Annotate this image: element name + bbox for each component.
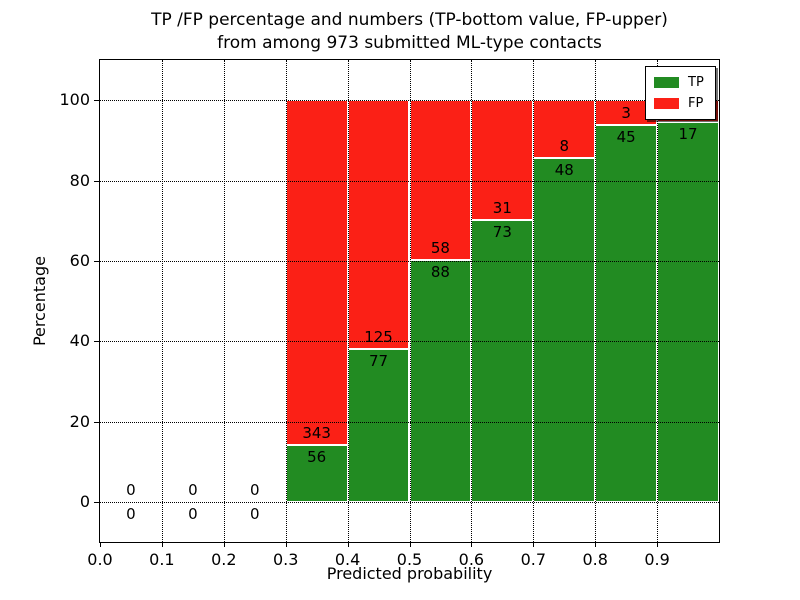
chart-title-line2: from among 973 submitted ML-type contact… <box>217 33 602 54</box>
y-tick-label: 60 <box>69 250 90 270</box>
fp-count-label: 343 <box>302 424 331 443</box>
x-tick-mark <box>100 542 101 547</box>
y-tick-label: 0 <box>79 491 90 511</box>
x-gridline <box>657 60 659 542</box>
y-tick-mark <box>94 501 99 503</box>
fp-color-swatch <box>654 98 679 109</box>
x-tick-mark <box>657 542 659 547</box>
x-tick-label: 0.0 <box>87 550 113 569</box>
bar-tp-segment <box>471 219 534 502</box>
fp-count-label: 3 <box>621 104 631 123</box>
y-tick-label: 100 <box>59 90 90 110</box>
x-tick-label: 0.6 <box>458 550 485 569</box>
x-gridline <box>285 60 287 542</box>
fp-count-label: 0 <box>188 480 198 499</box>
tp-count-label: 45 <box>616 128 636 147</box>
y-axis-label: Percentage <box>30 256 49 347</box>
y-tick-mark <box>94 260 99 262</box>
x-axis-label: Predicted probability <box>326 564 493 583</box>
x-tick-mark <box>285 542 287 547</box>
bar-fp-segment <box>409 100 472 260</box>
chart-title-line1: TP /FP percentage and numbers (TP-bottom… <box>151 10 668 30</box>
fp-count-label: 58 <box>430 238 450 257</box>
bar-tp-segment <box>657 122 719 502</box>
tp-count-label: 73 <box>492 222 512 241</box>
legend-entry-tp: TP <box>654 76 707 89</box>
chart-title: TP /FP percentage and numbers (TP-bottom… <box>99 9 720 56</box>
tp-count-label: 0 <box>126 504 136 523</box>
y-tick-label: 40 <box>69 331 90 351</box>
tp-count-label: 56 <box>307 448 327 467</box>
legend-label-tp: TP <box>688 75 704 90</box>
bar-fp-segment <box>347 100 410 349</box>
tp-count-label: 0 <box>249 504 260 523</box>
bar-fp-segment <box>285 100 348 446</box>
bar-tp-segment <box>285 445 348 502</box>
fp-count-label: 31 <box>492 198 512 217</box>
y-tick-label: 20 <box>69 411 90 431</box>
tp-color-swatch <box>654 77 679 88</box>
x-tick-label: 0.1 <box>149 550 175 569</box>
x-gridline <box>595 60 597 542</box>
y-tick-mark <box>94 180 99 182</box>
legend: TP FP <box>645 66 716 120</box>
fp-count-label: 125 <box>364 327 393 346</box>
x-tick-mark <box>471 542 473 547</box>
x-tick-mark <box>223 542 225 547</box>
x-tick-mark <box>595 542 597 547</box>
x-tick-label: 0.5 <box>396 550 423 569</box>
legend-entry-fp: FP <box>654 97 707 110</box>
x-gridline <box>223 60 225 542</box>
x-tick-mark <box>347 542 349 547</box>
x-tick-mark <box>161 542 163 547</box>
x-tick-label: 0.7 <box>520 550 547 569</box>
bar-tp-segment <box>347 348 410 502</box>
x-tick-label: 0.9 <box>644 550 670 569</box>
fp-count-label: 0 <box>126 480 136 499</box>
legend-label-fp: FP <box>688 96 704 111</box>
x-gridline <box>161 60 163 542</box>
x-tick-label: 0.4 <box>334 550 361 569</box>
x-tick-mark <box>409 542 411 547</box>
x-tick-mark <box>533 542 535 547</box>
x-gridline <box>533 60 535 542</box>
tp-count-label: 77 <box>369 351 389 370</box>
y-tick-mark <box>94 341 99 343</box>
x-gridline <box>471 60 473 542</box>
x-tick-label: 0.2 <box>211 550 237 569</box>
fp-count-label: 8 <box>559 136 570 155</box>
x-gridline <box>409 60 411 542</box>
y-tick-mark <box>94 421 99 423</box>
x-tick-label: 0.8 <box>582 550 608 569</box>
plot-area: 0 0 0 0 0 0 343 56 125 77 58 88 31 73 8 48 3 45 17 0.0 0.1 0… <box>59 59 720 569</box>
y-tick-label: 80 <box>69 170 90 190</box>
x-gridline <box>347 60 349 542</box>
bar-tp-segment <box>595 125 658 502</box>
tp-count-label: 48 <box>554 160 574 179</box>
fp-count-label: 0 <box>249 480 260 499</box>
y-tick-mark <box>94 100 99 102</box>
tp-count-label: 0 <box>188 504 198 523</box>
x-tick-label: 0.3 <box>272 550 299 569</box>
bar-tp-segment <box>409 259 472 502</box>
bar-tp-segment <box>533 157 596 502</box>
tp-count-label: 17 <box>678 125 698 144</box>
tp-count-label: 88 <box>430 262 450 281</box>
